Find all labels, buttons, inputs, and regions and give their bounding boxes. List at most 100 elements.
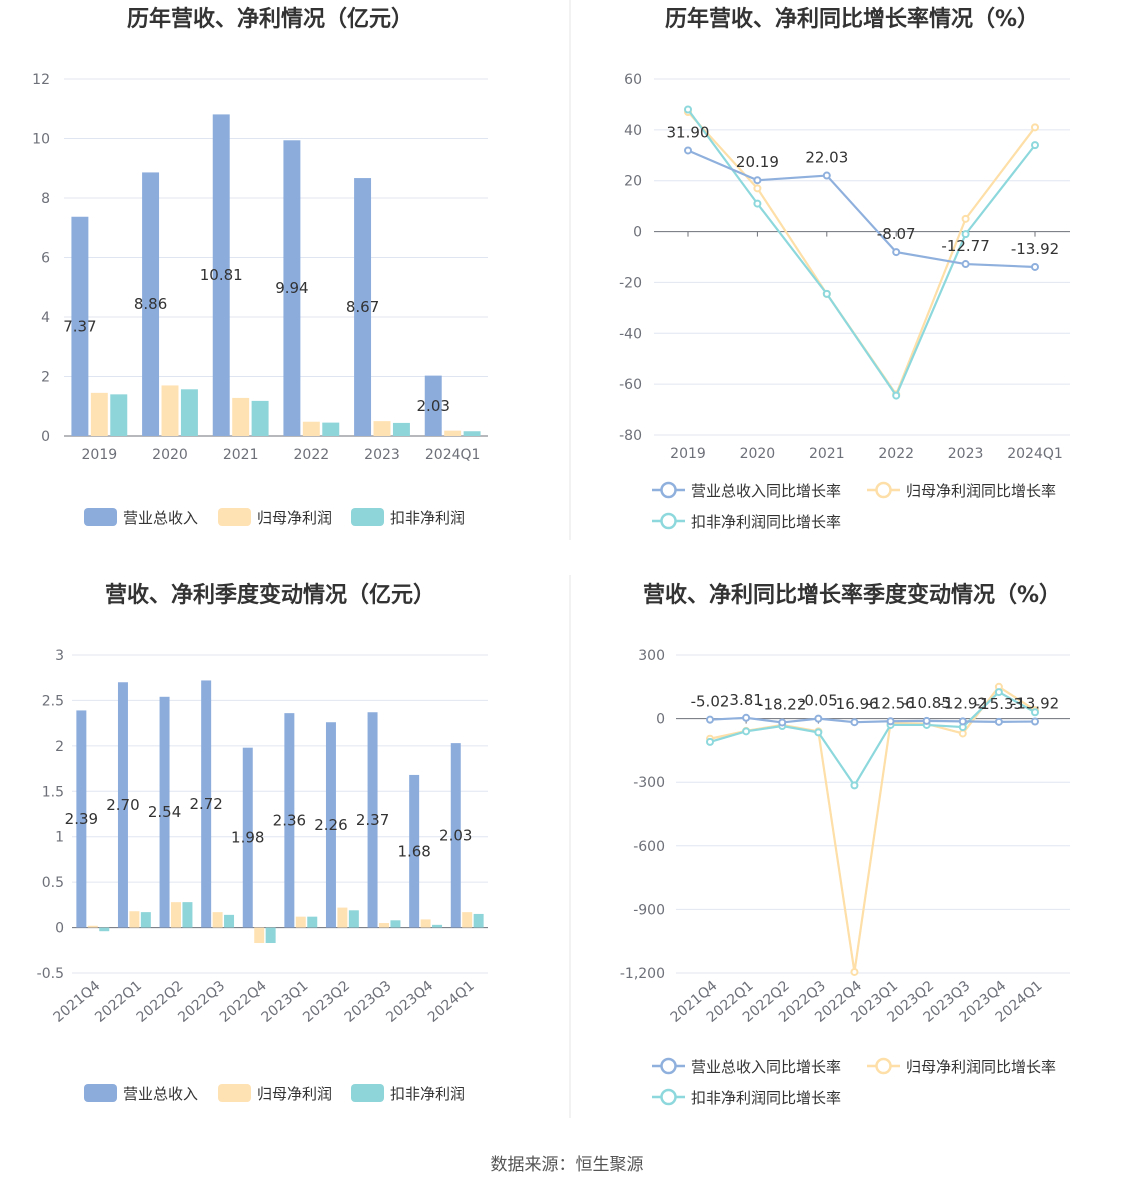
- chart-title: 营收、净利季度变动情况（亿元）: [105, 582, 435, 608]
- legend-label: 营业总收入: [123, 509, 198, 527]
- data-label: 2.39: [65, 810, 98, 828]
- data-point: [778, 718, 787, 727]
- data-point: [1031, 262, 1039, 271]
- chart-title: 历年营收、净利情况（亿元）: [127, 6, 413, 32]
- y-tick-label: 0.5: [42, 875, 64, 891]
- bar-revenue: [159, 696, 170, 928]
- bar-net-profit: [462, 912, 473, 928]
- x-tick-label: 2024Q1: [425, 447, 481, 463]
- x-tick-label: 2022: [878, 446, 914, 462]
- bar-revenue: [367, 712, 378, 928]
- y-tick-label: 10: [32, 132, 50, 148]
- data-label: -10.85: [902, 694, 950, 712]
- data-point: [814, 714, 823, 723]
- bar-deducted-profit: [140, 912, 151, 928]
- y-tick-label: 300: [638, 648, 665, 664]
- bar-net-profit: [302, 421, 320, 436]
- legend-label: 营业总收入: [123, 1085, 198, 1103]
- bar-net-profit: [87, 925, 98, 928]
- x-tick-label: 2022: [294, 447, 330, 463]
- data-point: [684, 105, 692, 114]
- bar-deducted-profit: [110, 394, 128, 436]
- legend-swatch: [351, 508, 384, 526]
- bar-revenue: [71, 216, 89, 436]
- data-point: [684, 146, 692, 155]
- x-tick-label: 2020: [152, 447, 188, 463]
- legend-label: 扣非净利润: [390, 1085, 465, 1103]
- x-tick-label: 2023: [948, 446, 984, 462]
- bar-deducted-profit: [99, 927, 110, 932]
- y-tick-label: 0: [55, 921, 64, 937]
- y-tick-label: 0: [41, 429, 50, 445]
- series-line-deducted-profit-growth: [687, 108, 1036, 397]
- bar-revenue: [283, 140, 301, 436]
- x-tick-label: 2023: [364, 447, 400, 463]
- legend-label: 扣非净利润同比增长率: [691, 513, 841, 531]
- series-line-deducted-profit-growth: [709, 690, 1036, 787]
- data-point: [958, 717, 967, 726]
- bar-revenue: [242, 747, 253, 928]
- legend-label: 归母净利润: [257, 509, 332, 527]
- legend-label: 扣非净利润同比增长率: [691, 1089, 841, 1107]
- bar-net-profit: [129, 911, 140, 928]
- bar-deducted-profit: [348, 910, 359, 928]
- bar-net-profit: [171, 902, 181, 928]
- x-tick-label: 2024Q1: [425, 978, 478, 1026]
- legend-marker: [875, 1057, 892, 1075]
- data-label: 3.81: [729, 691, 762, 709]
- data-point: [958, 729, 967, 738]
- legend-swatch: [84, 1084, 117, 1102]
- bar-net-profit: [444, 430, 462, 436]
- bar-deducted-profit: [265, 927, 276, 944]
- bar-deducted-profit: [432, 924, 443, 928]
- data-label: 20.19: [736, 153, 779, 171]
- legend-label: 归母净利润同比增长率: [906, 1058, 1056, 1076]
- x-tick-label: 2019: [670, 446, 706, 462]
- data-label: 1.68: [397, 842, 430, 860]
- data-label: 10.81: [200, 266, 243, 284]
- bar-net-profit: [295, 916, 306, 928]
- x-tick-label: 2019: [82, 447, 118, 463]
- bar-deducted-profit: [307, 916, 318, 928]
- data-point: [892, 248, 901, 257]
- data-label: -13.92: [1011, 240, 1059, 258]
- bar-deducted-profit: [473, 913, 484, 928]
- y-tick-label: -900: [633, 902, 665, 918]
- y-tick-label: -300: [633, 775, 665, 791]
- bar-net-profit: [232, 397, 250, 436]
- y-tick-label: 2: [55, 739, 64, 755]
- x-tick-label: 2021: [809, 446, 845, 462]
- data-point: [994, 717, 1003, 726]
- data-label: 31.90: [667, 123, 710, 141]
- data-point: [850, 967, 859, 976]
- legend-label: 归母净利润同比增长率: [906, 482, 1056, 500]
- data-label: 2.72: [189, 795, 222, 813]
- data-point: [850, 781, 859, 790]
- data-point: [961, 214, 970, 223]
- data-label: 8.67: [346, 298, 379, 316]
- y-tick-label: 6: [41, 251, 50, 267]
- bar-deducted-profit: [390, 920, 401, 928]
- y-tick-label: 4: [41, 310, 50, 326]
- legend-swatch: [351, 1084, 384, 1102]
- data-label: 22.03: [805, 149, 848, 167]
- data-point: [892, 391, 901, 400]
- data-point: [742, 727, 751, 736]
- x-tick-label: 2021: [223, 447, 259, 463]
- bar-deducted-profit: [251, 400, 269, 436]
- chart-title: 营收、净利同比增长率季度变动情况（%）: [643, 582, 1061, 608]
- data-point: [850, 718, 859, 727]
- bar-revenue: [284, 713, 295, 928]
- data-point: [753, 184, 762, 193]
- data-label: -12.77: [941, 237, 989, 255]
- y-tick-label: 1.5: [42, 784, 64, 800]
- y-tick-label: 20: [624, 174, 642, 190]
- bar-net-profit: [373, 421, 391, 436]
- data-label: -12.56: [866, 694, 914, 712]
- data-label: -0.05: [799, 692, 838, 710]
- bar-deducted-profit: [322, 422, 340, 436]
- bar-revenue: [201, 680, 212, 928]
- data-point: [1031, 708, 1039, 717]
- bar-revenue: [212, 114, 230, 436]
- data-point: [961, 260, 970, 269]
